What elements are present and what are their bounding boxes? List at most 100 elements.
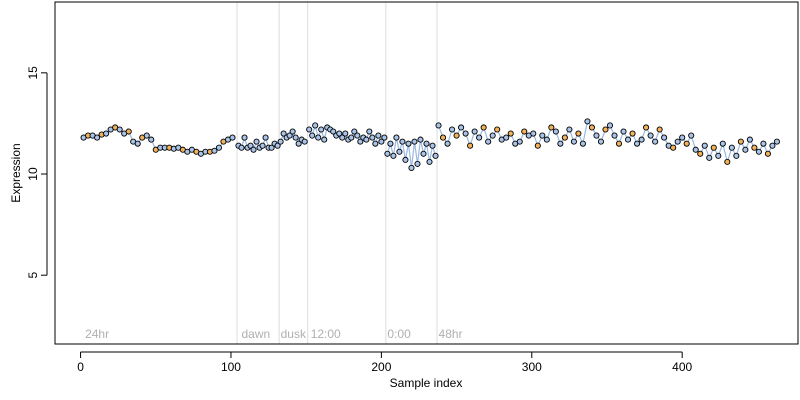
data-point [561,134,568,141]
data-point [321,136,328,143]
data-point [715,152,722,159]
data-point [733,152,740,159]
data-points [80,118,780,171]
data-point [606,122,614,129]
data-point [629,130,636,137]
data-point [453,132,460,139]
data-point [309,132,316,139]
data-point [751,144,758,151]
data-point [125,128,132,135]
data-point [402,156,409,163]
data-point [417,136,424,143]
data-point [268,144,275,151]
data-point [719,140,726,147]
data-point [315,134,322,141]
data-point [476,134,483,141]
data-point [521,128,528,135]
data-point [584,118,591,125]
data-point [215,144,222,151]
data-point [289,128,296,135]
data-point [683,140,690,147]
data-point [755,148,762,155]
data-point [336,130,343,137]
y-tick-label: 5 [26,272,40,279]
data-point [593,132,600,139]
y-axis-title: Expression [9,143,23,202]
time-annotation: dawn [242,327,271,341]
time-annotation: 24hr [85,327,109,341]
data-point [354,132,361,139]
data-point [674,138,681,145]
data-point [670,144,677,151]
data-point [471,128,478,135]
data-point [462,130,469,137]
y-tick-label: 15 [26,66,40,80]
x-axis-title: Sample index [390,376,463,390]
data-point [638,136,645,143]
data-point [543,136,550,143]
time-annotations: 24hr dawn dusk 12:00 0:00 48hr [85,327,462,341]
data-point [575,130,582,137]
data-point [399,138,406,145]
data-point [393,134,400,141]
time-separators [236,2,438,344]
data-point [620,128,627,135]
data-point [570,138,577,145]
data-point [634,140,641,147]
data-point [539,132,546,139]
data-point [706,154,713,161]
y-tick-label: 10 [26,167,40,181]
data-point [363,136,370,143]
data-point [643,124,650,131]
data-point [372,140,379,147]
data-point [405,140,412,147]
data-point [432,152,439,159]
data-point [624,136,632,143]
data-point [387,140,394,147]
data-point [656,126,663,133]
data-point [566,126,573,133]
data-point [375,132,382,139]
data-point [742,146,749,153]
data-point [351,128,358,135]
data-point [489,132,496,139]
data-point [458,124,465,131]
data-point [579,140,586,147]
x-tick-label: 200 [371,360,391,374]
time-annotation: 12:00 [311,327,341,341]
data-point [449,126,456,133]
data-point [241,134,248,141]
data-point [697,150,704,157]
data-point [277,138,284,145]
data-point [423,140,430,147]
x-tick-label: 100 [221,360,241,374]
data-point [516,138,523,145]
data-point [357,138,364,145]
data-point [378,138,385,145]
data-point [420,150,427,157]
data-point [348,134,355,141]
data-point [480,124,487,131]
data-point [611,132,618,139]
data-point [701,142,708,149]
data-point [253,138,260,145]
data-point [494,126,501,133]
data-point [647,132,654,139]
data-point [229,134,236,141]
data-point [286,132,293,139]
data-point [552,128,559,135]
data-point [280,130,287,137]
data-point [369,134,376,141]
time-annotation: 0:00 [387,327,411,341]
data-point [381,134,388,141]
data-point [769,142,776,149]
data-point [148,136,155,143]
data-point [728,144,735,151]
data-point [439,134,447,141]
data-point [295,140,302,147]
data-point [94,134,101,141]
x-tick-label: 300 [522,360,542,374]
data-point [688,132,695,139]
data-point [259,142,266,149]
